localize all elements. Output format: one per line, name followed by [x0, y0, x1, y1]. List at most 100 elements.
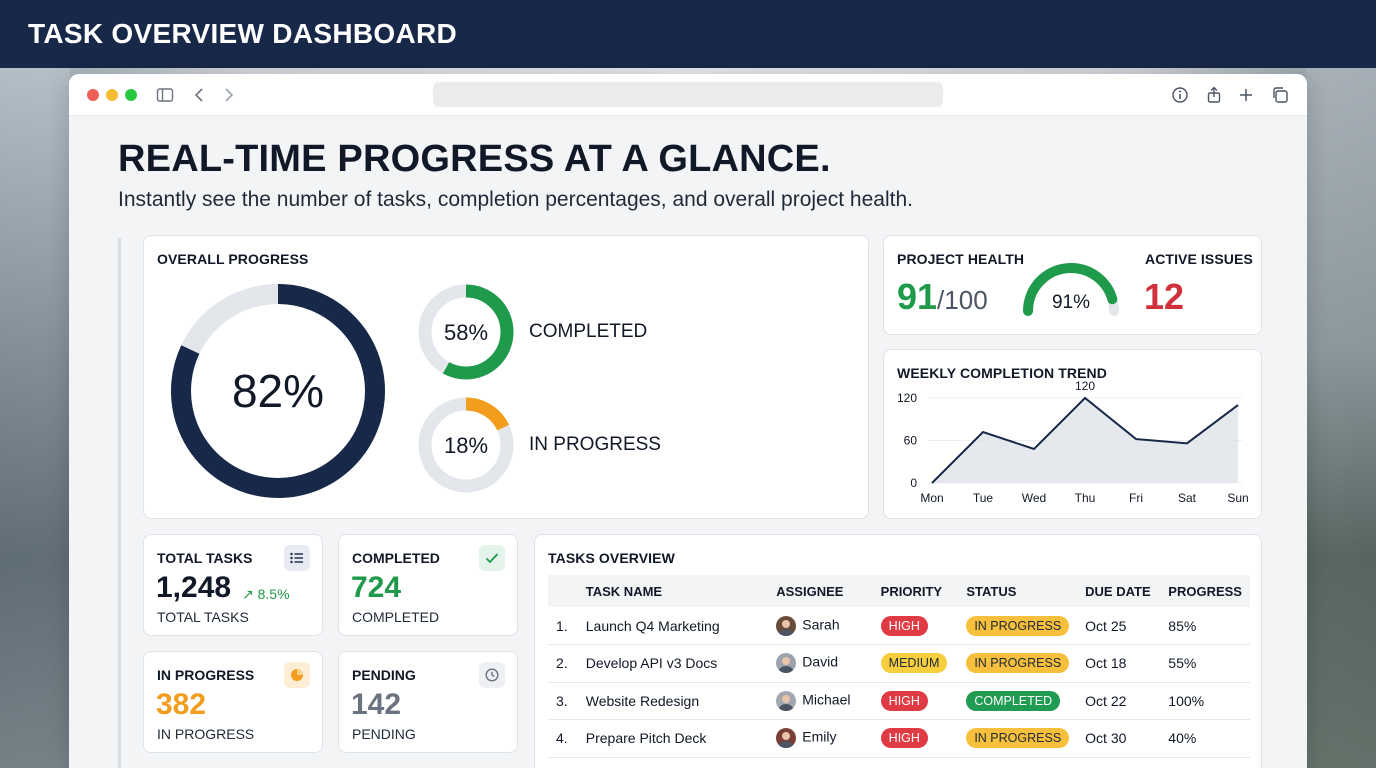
col-due-date[interactable]: DUE DATE: [1077, 575, 1161, 607]
row-number: 1.: [548, 607, 578, 645]
pending-sub: PENDING: [352, 726, 416, 742]
status-badge: IN PROGRESS: [966, 728, 1070, 749]
completed-percent: 58%: [443, 320, 489, 345]
health-score: 91/100: [897, 276, 988, 318]
tasks-overview-title: TASKS OVERVIEW: [548, 550, 675, 566]
assignee-cell: Sarah: [768, 607, 873, 645]
col-priority[interactable]: PRIORITY: [872, 575, 959, 607]
task-name: Launch Q4 Marketing: [577, 607, 769, 645]
minimize-window-button[interactable]: [106, 89, 118, 101]
priority-badge: MEDIUM: [880, 653, 948, 674]
hero-subtitle: Instantly see the number of tasks, compl…: [118, 188, 913, 211]
weekly-trend-card: WEEKLY COMPLETION TREND 0 60 120 Mon Tue Wed T…: [883, 349, 1262, 519]
status-cell: COMPLETED: [958, 682, 1078, 720]
project-health-title: PROJECT HEALTH: [897, 251, 1025, 267]
x-tick-label: Wed: [1022, 491, 1046, 505]
weekly-trend-chart: 0 60 120 Mon Tue Wed Thu Fri Sat Sun 120: [897, 379, 1249, 505]
status-badge: COMPLETED: [966, 690, 1061, 711]
in-progress-value: 382: [156, 688, 207, 721]
total-tasks-title: TOTAL TASKS: [157, 550, 253, 566]
assignee-name: Emily: [802, 728, 837, 745]
tasks-table: TASK NAME ASSIGNEE PRIORITY STATUS DUE D…: [548, 575, 1250, 758]
tabs-overview-icon[interactable]: [1271, 86, 1289, 104]
task-name: Develop API v3 Docs: [577, 644, 769, 683]
progress-value: 55%: [1160, 644, 1250, 683]
completed-value: 724: [351, 571, 402, 604]
due-date: Oct 22: [1077, 682, 1161, 720]
overall-progress-title: OVERALL PROGRESS: [157, 251, 309, 267]
sidebar-toggle-icon[interactable]: [156, 86, 174, 104]
task-name: Website Redesign: [577, 682, 769, 720]
priority-badge: HIGH: [880, 690, 928, 711]
completed-card: COMPLETED 724 COMPLETED: [338, 534, 518, 636]
x-tick-label: Fri: [1129, 491, 1143, 505]
in-progress-donut-arc: [418, 397, 514, 493]
assignee-cell: Emily: [768, 719, 873, 758]
in-progress-donut: [418, 397, 514, 493]
info-icon[interactable]: [1171, 86, 1189, 104]
row-number: 2.: [548, 644, 578, 683]
table-row[interactable]: 4. Prepare Pitch Deck Emily HIGH IN PROG…: [548, 719, 1250, 758]
close-window-button[interactable]: [87, 89, 99, 101]
table-row[interactable]: 3. Website Redesign Michael HIGH COMPLET…: [548, 682, 1250, 720]
in-progress-percent: 18%: [443, 433, 489, 458]
table-row[interactable]: 1. Launch Q4 Marketing Sarah HIGH IN PRO…: [548, 607, 1250, 645]
active-issues-value: 12: [1144, 276, 1185, 317]
x-tick-label: Thu: [1075, 491, 1096, 505]
status-cell: IN PROGRESS: [958, 644, 1078, 683]
col-number: [548, 575, 578, 607]
weekly-trend-title: WEEKLY COMPLETION TREND: [897, 365, 1107, 381]
assignee-cell: Michael: [768, 682, 873, 720]
priority-cell: HIGH: [872, 719, 959, 758]
x-tick-label: Sun: [1227, 491, 1248, 505]
tasks-overview-card: TASKS OVERVIEW TASK NAME ASSIGNEE PRIORI…: [534, 534, 1262, 768]
share-icon[interactable]: [1205, 86, 1223, 104]
avatar: [776, 653, 797, 674]
back-icon[interactable]: [191, 86, 209, 104]
active-issues-title: ACTIVE ISSUES: [1145, 251, 1253, 267]
trend-annotation: 120: [1075, 379, 1095, 393]
top-banner: TASK OVERVIEW DASHBOARD: [0, 0, 1376, 68]
address-bar[interactable]: [433, 82, 943, 107]
pending-value: 142: [351, 688, 402, 721]
row-number: 4.: [548, 719, 578, 758]
overall-progress-card: OVERALL PROGRESS 82% 58% COMPLETED 18% I…: [143, 235, 869, 519]
col-task-name[interactable]: TASK NAME: [577, 575, 769, 607]
background-left: [0, 68, 70, 768]
check-icon: [479, 545, 505, 571]
new-tab-icon[interactable]: [1237, 86, 1255, 104]
forward-icon[interactable]: [219, 86, 237, 104]
hero-title: REAL-TIME PROGRESS AT A GLANCE.: [118, 138, 831, 180]
y-tick-label: 60: [904, 434, 918, 448]
col-status[interactable]: STATUS: [958, 575, 1078, 607]
background-right: [1306, 68, 1376, 768]
total-tasks-trend: ↗ 8.5%: [242, 586, 290, 602]
page-content: REAL-TIME PROGRESS AT A GLANCE. Instantl…: [69, 116, 1307, 768]
assignee-name: David: [802, 653, 839, 670]
overall-donut: [171, 284, 385, 498]
due-date: Oct 18: [1077, 644, 1161, 683]
due-date: Oct 25: [1077, 607, 1161, 645]
divider: [118, 238, 121, 768]
col-progress[interactable]: PROGRESS: [1160, 575, 1250, 607]
health-gauge-label: 91%: [1051, 292, 1091, 313]
banner-title: TASK OVERVIEW DASHBOARD: [28, 18, 458, 49]
maximize-window-button[interactable]: [125, 89, 137, 101]
table-row[interactable]: 2. Develop API v3 Docs David MEDIUM IN P…: [548, 644, 1250, 683]
clock-icon: [479, 662, 505, 688]
priority-badge: HIGH: [880, 615, 928, 636]
browser-window: REAL-TIME PROGRESS AT A GLANCE. Instantl…: [69, 74, 1307, 768]
list-icon: [284, 545, 310, 571]
in-progress-sub: IN PROGRESS: [157, 726, 255, 742]
priority-cell: HIGH: [872, 682, 959, 720]
health-score-max: /100: [937, 285, 988, 315]
col-assignee[interactable]: ASSIGNEE: [768, 575, 873, 607]
status-cell: IN PROGRESS: [958, 719, 1078, 758]
y-tick-label: 0: [910, 476, 917, 490]
project-health-card: PROJECT HEALTH 91/100 91% ACTIVE ISSUES …: [883, 235, 1262, 335]
status-cell: IN PROGRESS: [958, 607, 1078, 645]
completed-donut-arc: [418, 284, 514, 380]
tasks-table-wrap: TASK NAME ASSIGNEE PRIORITY STATUS DUE D…: [548, 575, 1250, 758]
table-header-row: TASK NAME ASSIGNEE PRIORITY STATUS DUE D…: [548, 575, 1250, 607]
health-gauge-arc: [1023, 263, 1119, 316]
